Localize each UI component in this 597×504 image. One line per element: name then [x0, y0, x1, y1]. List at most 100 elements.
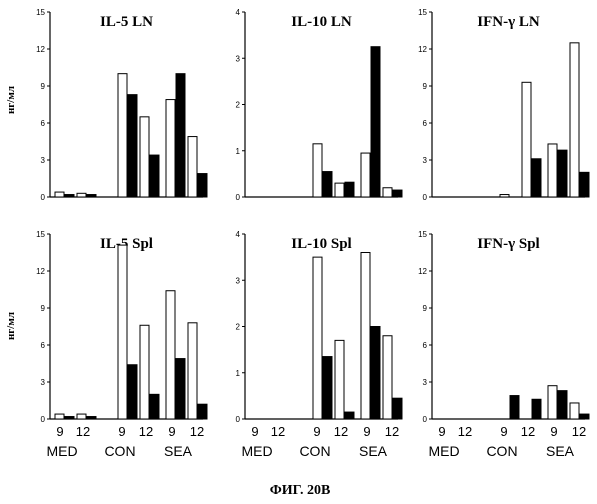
- y-tick-label: 3: [236, 54, 241, 63]
- bar-sea-12-filled: [198, 174, 207, 197]
- bar-sea-9-filled: [558, 150, 567, 197]
- y-tick-label: 3: [41, 378, 46, 387]
- y-axis-label-top: нг/мл: [5, 86, 17, 114]
- group-label-med: MED: [241, 443, 272, 459]
- bar-sea-9-filled: [176, 74, 185, 197]
- group-label-med: MED: [428, 443, 459, 459]
- y-tick-label: 6: [423, 119, 428, 128]
- panel-title: IFN-γ Spl: [477, 236, 539, 252]
- bar-sea-9-filled: [558, 391, 567, 419]
- bar-con-9-filled: [128, 365, 137, 419]
- x-tick-label: 12: [190, 424, 204, 439]
- y-tick-label: 0: [236, 415, 241, 424]
- y-tick-label: 12: [418, 45, 427, 54]
- x-tick-label: 9: [500, 424, 507, 439]
- x-tick-label: 12: [334, 424, 348, 439]
- x-tick-label: 9: [118, 424, 125, 439]
- y-tick-label: 1: [236, 147, 241, 156]
- bar-sea-9-filled: [371, 327, 380, 420]
- bar-sea-12-open: [383, 336, 392, 419]
- bar-sea-9-filled: [371, 47, 380, 197]
- bar-sea-12-open: [570, 403, 579, 419]
- bar-med-9-filled: [65, 195, 74, 197]
- y-tick-label: 2: [236, 323, 241, 332]
- bar-sea-9-open: [166, 100, 175, 197]
- bar-sea-9-open: [166, 291, 175, 419]
- bar-con-12-filled: [150, 394, 159, 419]
- group-label-sea: SEA: [359, 443, 388, 459]
- figure-caption: ФИГ. 20В: [270, 483, 331, 498]
- x-tick-label: 9: [168, 424, 175, 439]
- x-tick-label: 9: [438, 424, 445, 439]
- panel-title: IL-5 LN: [100, 14, 153, 30]
- y-tick-label: 9: [423, 82, 428, 91]
- bar-med-9-open: [55, 414, 64, 419]
- y-tick-label: 0: [423, 415, 428, 424]
- y-tick-label: 0: [236, 193, 241, 202]
- bar-sea-12-filled: [198, 404, 207, 419]
- bar-con-12-filled: [532, 399, 541, 419]
- x-tick-label: 12: [572, 424, 586, 439]
- bar-con-9-open: [500, 195, 509, 197]
- panel-title: IL-10 Spl: [291, 236, 351, 252]
- y-tick-label: 6: [41, 341, 46, 350]
- bar-sea-9-filled: [176, 359, 185, 419]
- y-tick-label: 15: [418, 8, 427, 17]
- bar-con-12-filled: [150, 155, 159, 197]
- y-tick-label: 2: [236, 101, 241, 110]
- bar-sea-12-open: [188, 137, 197, 197]
- bar-sea-12-filled: [580, 172, 589, 197]
- bar-sea-12-open: [570, 43, 579, 197]
- y-tick-label: 0: [423, 193, 428, 202]
- bar-con-12-open: [335, 183, 344, 197]
- x-tick-label: 12: [139, 424, 153, 439]
- bar-sea-9-open: [548, 144, 557, 197]
- panel-title: IFN-γ LN: [477, 14, 540, 30]
- bar-sea-12-open: [188, 323, 197, 419]
- y-tick-label: 12: [36, 267, 45, 276]
- bar-med-12-open: [77, 193, 86, 197]
- bar-med-12-filled: [87, 417, 96, 419]
- group-label-con: CON: [299, 443, 330, 459]
- bar-sea-12-filled: [580, 414, 589, 419]
- bar-con-12-filled: [345, 412, 354, 419]
- bar-con-9-filled: [323, 357, 332, 419]
- bar-con-9-filled: [323, 172, 332, 197]
- y-tick-label: 9: [423, 304, 428, 313]
- x-tick-label: 9: [313, 424, 320, 439]
- bar-con-12-open: [335, 340, 344, 419]
- bar-con-9-open: [313, 257, 322, 419]
- x-tick-label: 12: [385, 424, 399, 439]
- y-tick-label: 3: [423, 378, 428, 387]
- bar-con-12-open: [522, 82, 531, 197]
- bar-con-9-open: [313, 144, 322, 197]
- x-tick-label: 9: [251, 424, 258, 439]
- x-tick-label: 12: [271, 424, 285, 439]
- y-tick-label: 15: [36, 230, 45, 239]
- bar-con-12-filled: [532, 159, 541, 197]
- bar-con-9-open: [118, 74, 127, 197]
- bar-sea-9-open: [361, 253, 370, 420]
- x-tick-label: 12: [458, 424, 472, 439]
- group-label-sea: SEA: [164, 443, 193, 459]
- y-tick-label: 3: [236, 276, 241, 285]
- y-tick-label: 0: [41, 193, 46, 202]
- x-tick-label: 9: [550, 424, 557, 439]
- y-tick-label: 12: [418, 267, 427, 276]
- x-tick-label: 9: [363, 424, 370, 439]
- group-label-con: CON: [486, 443, 517, 459]
- y-axis-label-bottom: нг/мл: [5, 312, 17, 340]
- y-tick-label: 6: [423, 341, 428, 350]
- bar-con-12-open: [140, 325, 149, 419]
- bar-sea-9-open: [361, 153, 370, 197]
- y-tick-label: 3: [423, 156, 428, 165]
- y-tick-label: 0: [41, 415, 46, 424]
- x-tick-label: 12: [521, 424, 535, 439]
- bar-sea-12-filled: [393, 398, 402, 419]
- group-label-med: MED: [46, 443, 77, 459]
- bar-med-9-filled: [65, 417, 74, 419]
- group-label-sea: SEA: [546, 443, 575, 459]
- y-tick-label: 4: [236, 8, 241, 17]
